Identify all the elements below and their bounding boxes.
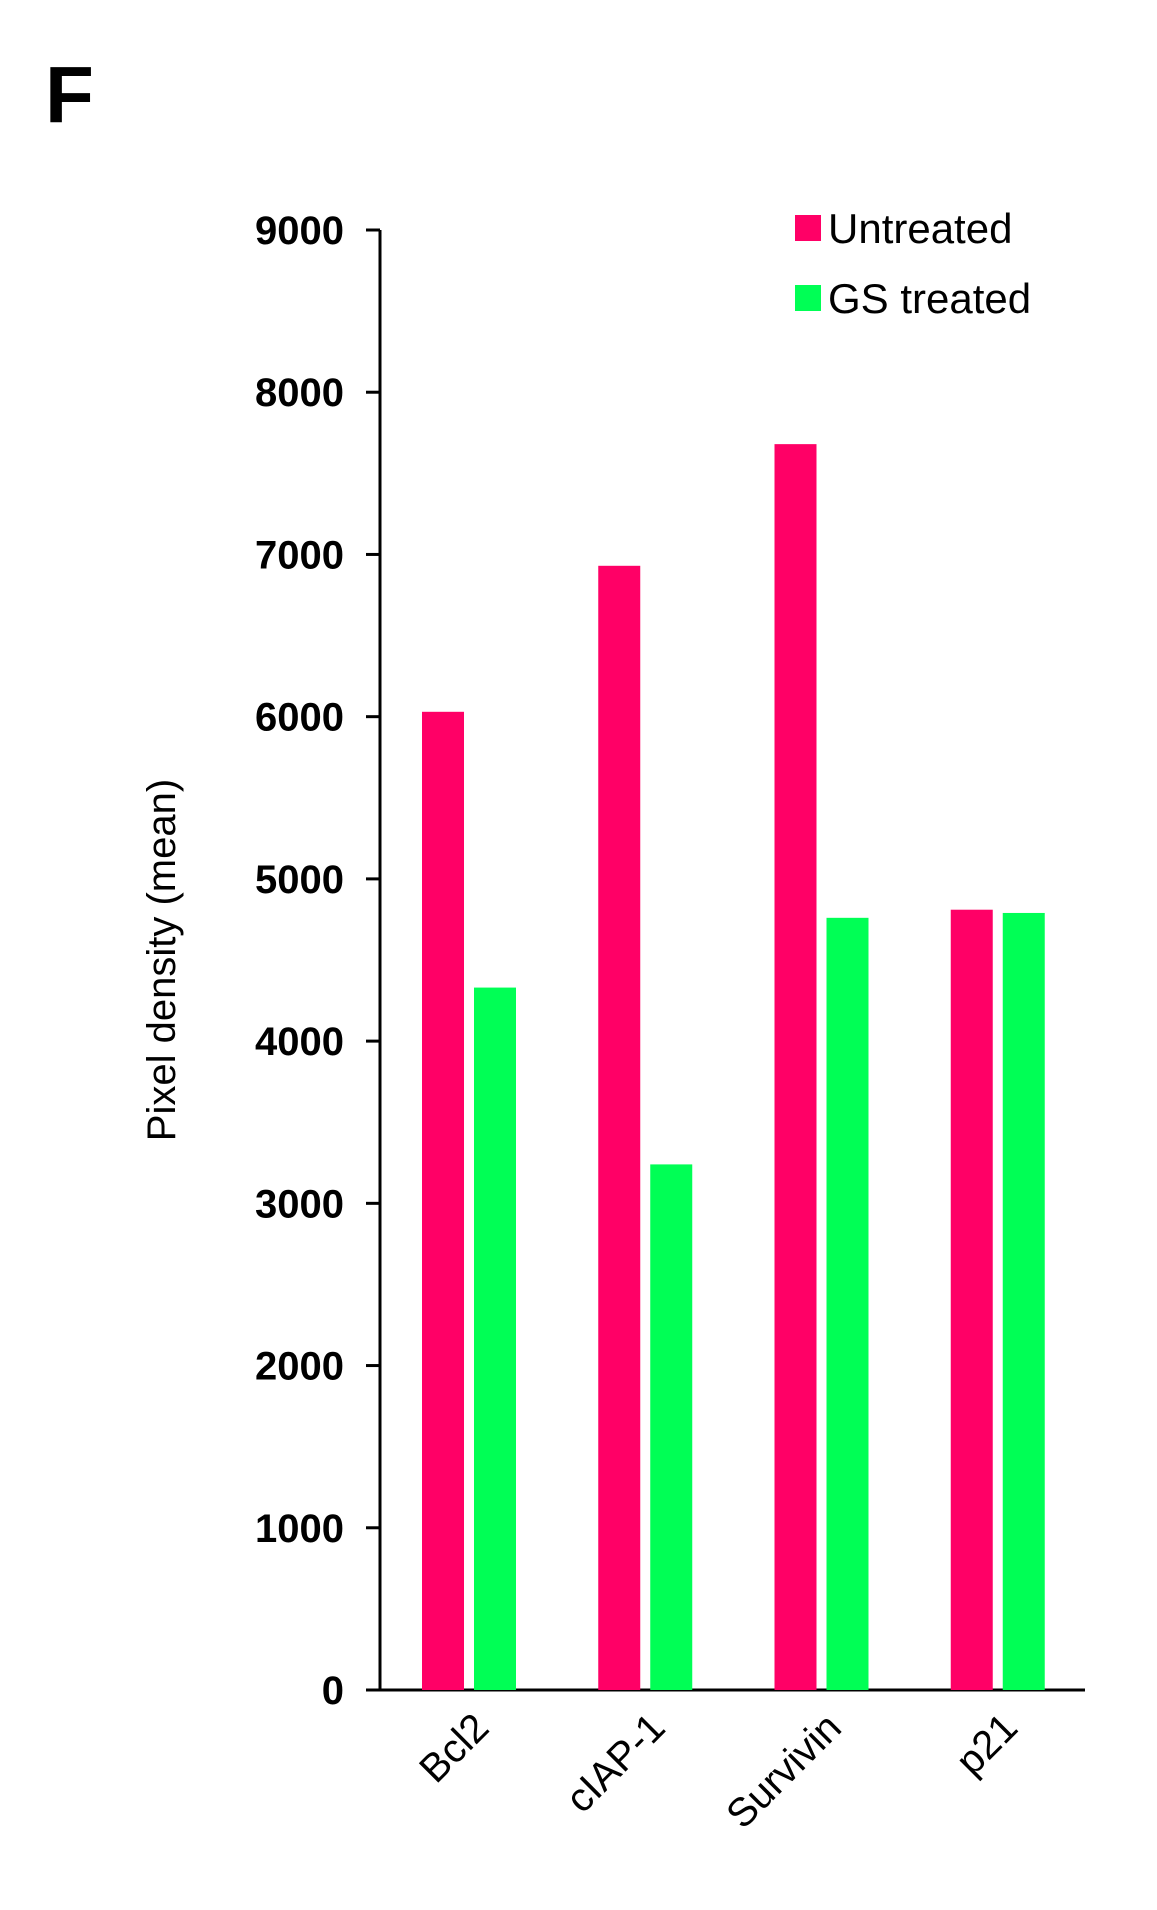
y-tick-label: 5000 (255, 858, 344, 902)
y-tick-label: 8000 (255, 371, 344, 415)
legend-swatch-gs-treated (795, 285, 821, 311)
y-tick-label: 6000 (255, 696, 344, 740)
x-tick-label: Survivin (718, 1705, 850, 1837)
legend-label-untreated: Untreated (828, 205, 1012, 252)
bar-untreated (950, 909, 993, 1690)
x-tick-label: Bcl2 (411, 1705, 497, 1791)
bar-gs-treated (1002, 912, 1045, 1690)
bars (422, 444, 1045, 1691)
bar-gs-treated (826, 917, 869, 1690)
legend-label-gs-treated: GS treated (828, 275, 1031, 322)
legend: Untreated GS treated (795, 205, 1031, 322)
y-tick-label: 2000 (255, 1345, 344, 1389)
y-axis-label: Pixel density (mean) (140, 779, 184, 1141)
x-tick-label: p21 (948, 1705, 1026, 1783)
category-labels: Bcl2 cIAP-1 Survivin p21 (411, 1705, 1026, 1837)
x-tick-label: cIAP-1 (558, 1705, 674, 1821)
bar-gs-treated (474, 987, 516, 1690)
y-tick-label: 3000 (255, 1182, 344, 1226)
bar-untreated (422, 711, 464, 1690)
y-axis: 0 1000 2000 3000 4000 5000 6000 7000 8000 9000 (255, 209, 382, 1713)
panel-label: F (45, 50, 94, 139)
y-tick-label: 7000 (255, 533, 344, 577)
bar-gs-treated (650, 1164, 693, 1690)
bar-untreated (598, 565, 641, 1690)
y-tick-label: 1000 (255, 1507, 344, 1551)
y-tick-label: 0 (322, 1669, 344, 1713)
bar-untreated (774, 444, 817, 1691)
legend-swatch-untreated (795, 215, 821, 241)
y-tick-label: 9000 (255, 209, 344, 253)
y-tick-label: 4000 (255, 1020, 344, 1064)
